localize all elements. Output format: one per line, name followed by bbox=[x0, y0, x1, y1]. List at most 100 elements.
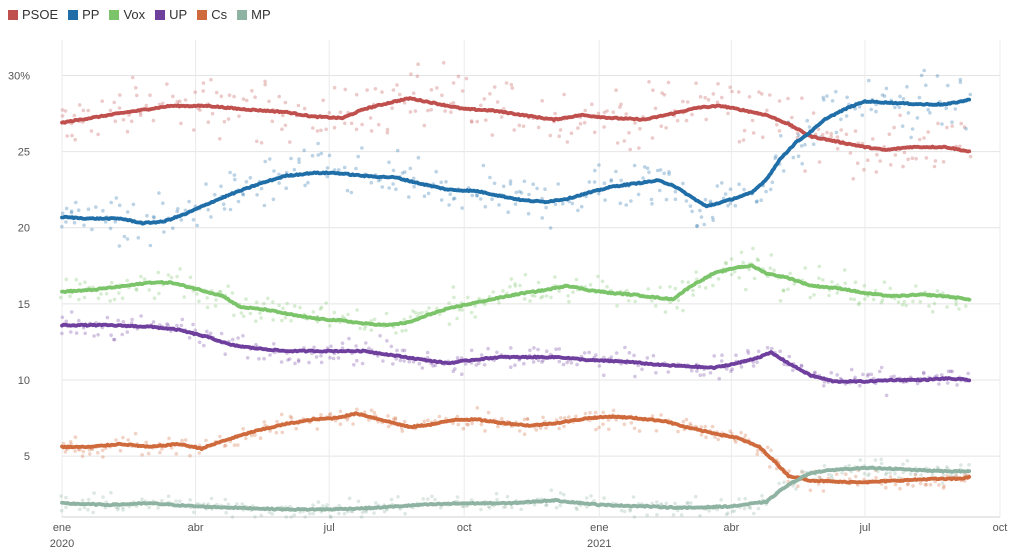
gridlines bbox=[61, 40, 1001, 518]
poll-dot bbox=[893, 482, 898, 487]
poll-dot bbox=[254, 342, 258, 347]
poll-dot bbox=[508, 182, 513, 186]
poll-dot bbox=[597, 425, 601, 430]
poll-dot bbox=[681, 99, 685, 104]
poll-dot bbox=[473, 304, 477, 308]
poll-dot bbox=[470, 193, 475, 198]
poll-dot bbox=[858, 458, 863, 462]
poll-dot bbox=[631, 495, 636, 499]
poll-dot bbox=[627, 351, 632, 355]
poll-dot bbox=[151, 215, 156, 219]
poll-dot bbox=[257, 357, 261, 361]
poll-dot bbox=[495, 497, 499, 502]
poll-dot bbox=[271, 318, 276, 322]
poll-dot bbox=[830, 280, 834, 284]
poll-dot bbox=[332, 168, 337, 172]
poll-dot bbox=[509, 365, 513, 370]
x-tick-label: jul bbox=[858, 522, 870, 534]
poll-dot bbox=[218, 290, 223, 294]
poll-dot bbox=[906, 482, 910, 486]
poll-dot bbox=[144, 440, 148, 445]
poll-dot bbox=[813, 370, 817, 375]
poll-dot bbox=[116, 318, 120, 323]
poll-dot bbox=[871, 297, 876, 302]
poll-dot bbox=[633, 299, 637, 304]
poll-dot bbox=[307, 511, 312, 516]
poll-dot bbox=[880, 298, 885, 303]
poll-dot bbox=[587, 180, 592, 184]
poll-dot bbox=[327, 153, 332, 158]
poll-dot bbox=[536, 358, 541, 363]
poll-dot bbox=[856, 302, 861, 307]
poll-dot bbox=[413, 311, 418, 315]
poll-dot bbox=[237, 114, 241, 118]
poll-dot bbox=[193, 328, 198, 333]
poll-dot bbox=[728, 85, 732, 90]
poll-dot bbox=[799, 364, 804, 368]
poll-dot bbox=[437, 312, 442, 317]
poll-dot bbox=[587, 350, 591, 355]
poll-dot bbox=[800, 161, 804, 166]
poll-dot bbox=[800, 469, 804, 474]
poll-dot bbox=[321, 98, 326, 103]
legend-item: PP bbox=[68, 7, 99, 22]
poll-dot bbox=[64, 277, 69, 282]
poll-dot bbox=[625, 288, 629, 293]
poll-dot bbox=[892, 374, 896, 379]
poll-dot bbox=[316, 153, 321, 157]
trend-line-up bbox=[60, 322, 972, 384]
poll-dot bbox=[360, 146, 364, 150]
poll-dot bbox=[596, 191, 601, 196]
poll-dot bbox=[902, 299, 907, 304]
poll-dot bbox=[862, 283, 867, 288]
poll-dot bbox=[517, 123, 522, 128]
poll-dot bbox=[312, 345, 316, 350]
poll-dot bbox=[747, 267, 751, 272]
poll-dot bbox=[660, 91, 664, 95]
poll-dot bbox=[619, 102, 623, 107]
poll-dot bbox=[232, 313, 236, 318]
poll-dot bbox=[755, 257, 760, 262]
poll-dot bbox=[840, 471, 844, 475]
poll-dot bbox=[292, 304, 297, 308]
poll-dot bbox=[99, 292, 103, 296]
poll-dot bbox=[81, 108, 86, 113]
x-tick-label: jul bbox=[323, 522, 335, 534]
poll-dot bbox=[662, 171, 666, 176]
poll-dot bbox=[286, 358, 290, 362]
poll-dot bbox=[448, 192, 453, 196]
poll-dot bbox=[647, 170, 651, 175]
poll-dot bbox=[747, 95, 752, 99]
poll-dot bbox=[765, 445, 770, 450]
poll-dot bbox=[403, 512, 407, 516]
poll-dot bbox=[575, 362, 579, 367]
poll-dot bbox=[917, 137, 922, 142]
poll-dot bbox=[781, 288, 786, 293]
poll-dot bbox=[844, 132, 849, 137]
poll-dot bbox=[596, 274, 600, 279]
poll-dot bbox=[496, 424, 500, 429]
poll-dot bbox=[906, 157, 910, 162]
poll-dot bbox=[473, 315, 478, 319]
poll-dot bbox=[94, 205, 98, 209]
poll-dot bbox=[641, 176, 645, 180]
poll-dot bbox=[888, 286, 893, 291]
poll-dot bbox=[490, 133, 495, 137]
poll-dot bbox=[728, 429, 733, 434]
poll-dot bbox=[501, 289, 505, 293]
poll-dot bbox=[557, 347, 562, 351]
poll-dot bbox=[101, 208, 105, 213]
trend-line-cs bbox=[60, 411, 972, 485]
poll-dot bbox=[746, 348, 750, 353]
legend-item: Vox bbox=[109, 7, 145, 22]
poll-dot bbox=[654, 371, 658, 375]
poll-dot bbox=[694, 81, 698, 85]
poll-dot bbox=[325, 503, 329, 507]
poll-dot bbox=[495, 100, 500, 104]
poll-dot bbox=[222, 119, 227, 124]
poll-dot bbox=[699, 433, 704, 437]
poll-dot bbox=[328, 355, 332, 360]
poll-dot bbox=[369, 328, 374, 333]
poll-dot bbox=[724, 367, 729, 371]
poll-dot bbox=[178, 99, 182, 104]
